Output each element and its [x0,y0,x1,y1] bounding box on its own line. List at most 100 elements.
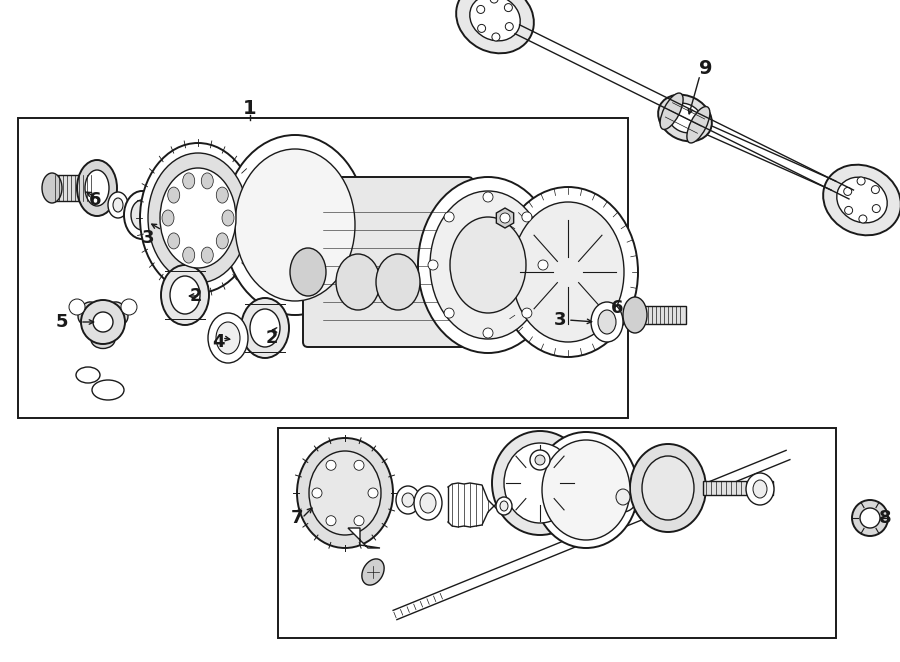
Bar [18,118,628,418]
Circle shape [852,500,888,536]
Ellipse shape [414,486,442,520]
Ellipse shape [108,192,128,218]
Circle shape [93,312,113,332]
Ellipse shape [113,198,123,212]
Ellipse shape [223,135,367,315]
Circle shape [69,299,85,315]
Circle shape [81,300,125,344]
Ellipse shape [456,0,534,54]
Ellipse shape [108,302,128,324]
Ellipse shape [241,298,289,358]
Circle shape [859,215,867,223]
Circle shape [857,177,865,185]
Ellipse shape [500,501,508,511]
Ellipse shape [542,440,630,540]
Ellipse shape [450,217,526,313]
Text: 7: 7 [291,509,303,527]
Ellipse shape [162,210,174,226]
Ellipse shape [216,233,229,249]
Circle shape [491,0,498,3]
Ellipse shape [76,367,100,383]
Ellipse shape [837,177,887,223]
Circle shape [444,212,454,222]
Ellipse shape [470,0,520,41]
Ellipse shape [167,233,180,249]
Circle shape [538,260,548,270]
Bar [703,481,773,495]
Circle shape [354,516,364,526]
Ellipse shape [430,191,546,339]
Ellipse shape [183,173,194,189]
Text: 8: 8 [878,509,891,527]
Ellipse shape [290,248,326,296]
Ellipse shape [824,165,900,235]
Ellipse shape [402,493,414,507]
Circle shape [326,460,336,470]
Ellipse shape [250,309,280,347]
Circle shape [428,260,438,270]
Circle shape [530,450,550,470]
Text: 9: 9 [699,58,713,77]
Circle shape [444,308,454,318]
Bar [278,428,836,638]
Ellipse shape [598,310,616,334]
Ellipse shape [42,173,62,203]
Ellipse shape [504,443,576,523]
Ellipse shape [498,187,638,357]
Text: 4: 4 [212,333,224,351]
Circle shape [500,213,510,223]
Ellipse shape [642,456,694,520]
Circle shape [478,24,486,32]
Ellipse shape [77,160,117,216]
Ellipse shape [418,177,558,353]
Circle shape [843,187,851,195]
Polygon shape [348,528,380,548]
Text: 5: 5 [56,313,68,331]
Circle shape [860,508,880,528]
Text: 2: 2 [266,329,278,347]
Ellipse shape [687,107,710,143]
Ellipse shape [496,497,512,515]
Ellipse shape [170,276,200,314]
Circle shape [492,33,500,41]
Ellipse shape [630,444,706,532]
Ellipse shape [124,191,160,239]
Ellipse shape [309,451,381,535]
Ellipse shape [208,313,248,363]
Ellipse shape [85,170,109,206]
Text: 2: 2 [190,287,203,305]
Text: 3: 3 [142,229,154,247]
Ellipse shape [753,480,767,498]
Ellipse shape [160,168,236,268]
Ellipse shape [658,95,712,142]
Circle shape [368,488,378,498]
Circle shape [872,205,880,213]
Ellipse shape [396,486,420,514]
Bar [52,175,94,201]
Ellipse shape [222,210,234,226]
Circle shape [535,455,545,465]
Circle shape [477,5,485,13]
Ellipse shape [183,247,194,263]
Ellipse shape [668,103,702,133]
FancyBboxPatch shape [303,177,473,347]
Ellipse shape [148,153,248,283]
Ellipse shape [376,254,420,310]
Circle shape [504,3,512,12]
Ellipse shape [297,438,393,548]
Ellipse shape [140,143,256,293]
Ellipse shape [336,254,380,310]
Bar [638,306,686,324]
Ellipse shape [450,248,486,296]
Ellipse shape [623,297,647,333]
Ellipse shape [362,559,384,585]
Ellipse shape [660,93,683,130]
Ellipse shape [492,431,588,535]
Ellipse shape [216,322,240,354]
Circle shape [121,299,137,315]
Ellipse shape [216,187,229,203]
Circle shape [871,185,879,193]
Ellipse shape [420,493,436,513]
Circle shape [505,23,513,30]
Text: 6: 6 [89,191,101,209]
